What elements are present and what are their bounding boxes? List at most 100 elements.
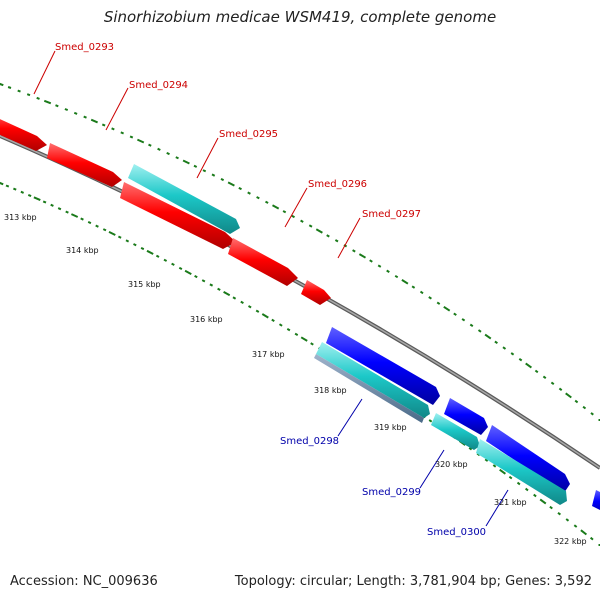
outer-tick xyxy=(101,123,106,127)
outer-tick xyxy=(220,178,225,182)
inner-tick xyxy=(255,309,260,313)
feature-cyan-bottom-3[interactable] xyxy=(476,439,567,505)
cds-smed-0296[interactable] xyxy=(228,238,298,286)
cds-smed-0293[interactable] xyxy=(0,110,47,151)
outer-tick xyxy=(525,362,532,369)
gene-label-smed-0298[interactable]: Smed_0298 xyxy=(280,436,339,447)
outer-tick xyxy=(272,204,280,210)
cds-smed-0300[interactable] xyxy=(486,425,570,493)
inner-tick xyxy=(294,332,299,336)
ruler-label-322: 322 kbp xyxy=(554,537,587,546)
gene-label-smed-0294[interactable]: Smed_0294 xyxy=(129,80,188,91)
inner-tick xyxy=(178,266,183,270)
outer-tick xyxy=(0,82,4,87)
inner-tick xyxy=(87,220,92,225)
outer-tick xyxy=(291,214,295,219)
inner-tick xyxy=(33,196,41,202)
outer-tick xyxy=(90,118,98,124)
outer-tick xyxy=(83,115,87,119)
gene-label-smed-0299[interactable]: Smed_0299 xyxy=(362,487,421,498)
inner-tick xyxy=(217,287,221,291)
inner-tick xyxy=(117,235,122,239)
inner-tick xyxy=(310,342,314,346)
ruler-label-318: 318 kbp xyxy=(314,386,347,395)
outer-tick xyxy=(64,108,69,112)
cds-smed-0298[interactable] xyxy=(326,327,440,405)
inner-tick xyxy=(261,313,269,319)
outer-tick xyxy=(182,159,190,165)
outer-tick xyxy=(461,318,466,322)
inner-tick xyxy=(201,279,206,283)
cds-smed-0294[interactable] xyxy=(47,143,122,187)
inner-tick xyxy=(524,487,529,492)
outer-tick xyxy=(574,399,579,404)
backbone-line xyxy=(0,134,600,470)
inner-tick xyxy=(65,210,69,214)
ruler-label-319: 319 kbp xyxy=(374,423,407,432)
outer-tick xyxy=(73,111,78,115)
forward-features xyxy=(0,110,331,305)
outer-tick xyxy=(436,301,441,305)
outer-tick xyxy=(565,392,572,399)
outer-tick xyxy=(510,352,515,356)
outer-tick xyxy=(411,285,416,289)
cds-smed-0297[interactable] xyxy=(301,280,331,305)
gene-label-smed-0295[interactable]: Smed_0295 xyxy=(219,129,278,140)
inner-tick xyxy=(140,246,145,251)
outer-tick xyxy=(386,269,390,273)
inner-tick xyxy=(155,254,160,258)
inner-tick xyxy=(146,249,154,255)
inner-tick xyxy=(557,511,562,516)
inner-tick xyxy=(5,184,10,188)
inner-tick xyxy=(0,181,4,186)
outer-tick xyxy=(202,169,207,173)
tick-row-inner xyxy=(0,181,600,546)
outer-tick xyxy=(502,346,507,350)
inner-tick xyxy=(278,323,283,327)
inner-tick xyxy=(533,493,537,498)
feature-steel-bottom[interactable] xyxy=(314,354,424,423)
inner-tick xyxy=(499,468,506,475)
feature-cyan-bottom-2[interactable] xyxy=(431,413,480,450)
cds-smed-0299[interactable] xyxy=(444,398,488,435)
outer-tick xyxy=(401,279,409,285)
inner-tick xyxy=(484,458,489,462)
inner-tick xyxy=(108,231,116,236)
gene-label-smed-0296[interactable]: Smed_0296 xyxy=(308,179,367,190)
gene-label-smed-0300[interactable]: Smed_0300 xyxy=(427,527,486,538)
outer-tick xyxy=(26,93,31,97)
inner-tick xyxy=(271,318,275,322)
outer-tick xyxy=(542,375,547,380)
outer-tick xyxy=(377,264,382,268)
outer-tick xyxy=(43,99,52,105)
outer-tick xyxy=(265,200,269,204)
forward-callouts: Smed_0293 Smed_0294 Smed_0295 Smed_0296 … xyxy=(33,42,421,259)
gene-label-smed-0297[interactable]: Smed_0297 xyxy=(362,209,421,220)
cds-smed-0295[interactable] xyxy=(120,182,236,249)
map-title: Sinorhizobium medicae WSM419, complete g… xyxy=(103,8,497,26)
outer-tick xyxy=(193,164,198,168)
outer-tick xyxy=(17,89,21,93)
topology-text: Topology: circular; Length: 3,781,904 bp… xyxy=(234,574,592,589)
inner-tick xyxy=(184,269,192,275)
outer-tick xyxy=(247,191,251,195)
ruler-label-316: 316 kbp xyxy=(190,315,223,324)
outer-tick xyxy=(494,340,498,345)
cds-smed-0301[interactable] xyxy=(592,490,600,515)
accession-text: Accession: NC_009636 xyxy=(10,574,158,589)
outer-tick xyxy=(352,249,356,253)
inner-tick xyxy=(163,258,168,262)
inner-tick xyxy=(70,213,79,218)
inner-tick xyxy=(573,524,578,528)
outer-tick xyxy=(282,210,287,214)
inner-tick xyxy=(232,296,237,300)
outer-tick xyxy=(358,253,367,259)
feature-cyan-top[interactable] xyxy=(128,164,240,234)
inner-tick xyxy=(300,336,308,342)
outer-tick xyxy=(111,127,115,131)
gene-label-smed-0293[interactable]: Smed_0293 xyxy=(55,42,114,53)
outer-tick xyxy=(238,186,242,191)
inner-tick xyxy=(549,505,553,510)
ruler-label-317: 317 kbp xyxy=(252,350,285,359)
feature-cyan-bottom-1[interactable] xyxy=(316,342,430,418)
